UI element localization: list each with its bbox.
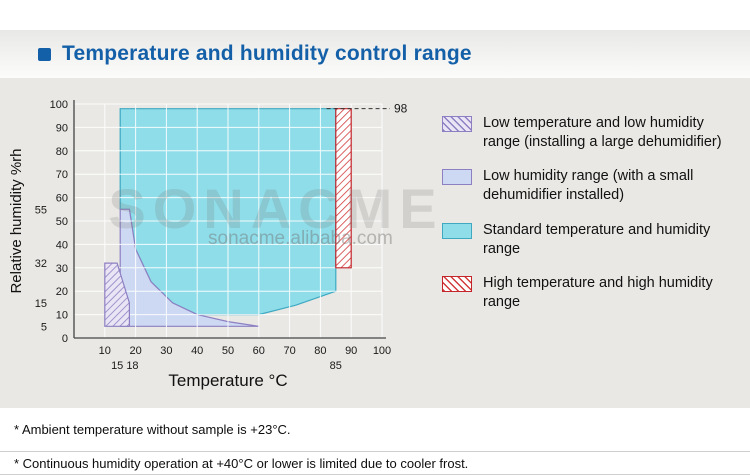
- svg-text:30: 30: [160, 345, 172, 357]
- legend-item-low-humidity: Low humidity range (with a small dehumid…: [442, 167, 736, 205]
- legend-swatch-hatch-red: [442, 275, 472, 292]
- legend-label: Low humidity range (with a small dehumid…: [483, 168, 694, 204]
- svg-text:55: 55: [35, 204, 47, 216]
- svg-text:40: 40: [191, 345, 203, 357]
- svg-text:90: 90: [56, 122, 68, 134]
- legend-swatch-hatch-purple: [442, 116, 472, 132]
- svg-text:70: 70: [56, 169, 68, 181]
- legend-swatch-cyan: [442, 222, 472, 239]
- svg-text:85: 85: [330, 360, 342, 372]
- title-bullet-icon: [38, 47, 51, 61]
- legend-item-low-temp-low-humidity: Low temperature and low humidity range (…: [442, 114, 736, 152]
- svg-text:20: 20: [56, 286, 68, 298]
- svg-text:10: 10: [56, 310, 68, 322]
- svg-text:50: 50: [222, 345, 234, 357]
- svg-text:0: 0: [62, 333, 68, 345]
- legend-swatch-lightblue: [442, 169, 472, 186]
- svg-text:98: 98: [394, 102, 408, 116]
- svg-text:10: 10: [99, 345, 111, 357]
- svg-text:60: 60: [56, 193, 68, 205]
- svg-text:90: 90: [345, 345, 357, 357]
- svg-text:80: 80: [314, 345, 326, 357]
- legend-label: High temperature and high humidity range: [483, 274, 713, 310]
- chart-area: 98 0 10 20 30 40 50 60 70 80 90 100 5 15 32 55 10 20 30 40 5…: [8, 84, 452, 396]
- footnote-continuous-humidity: * Continuous humidity operation at +40°C…: [0, 452, 750, 475]
- legend-label: Low temperature and low humidity range (…: [483, 115, 722, 151]
- svg-text:15: 15: [35, 298, 47, 310]
- svg-text:5: 5: [41, 321, 47, 333]
- svg-text:50: 50: [56, 216, 68, 228]
- chart-legend: Low temperature and low humidity range (…: [442, 114, 736, 312]
- page-title: Temperature and humidity control range: [62, 42, 472, 65]
- svg-text:100: 100: [373, 345, 391, 357]
- legend-item-standard-range: Standard temperature and humidity range: [442, 221, 736, 259]
- svg-text:Temperature °C: Temperature °C: [168, 371, 287, 390]
- svg-text:80: 80: [56, 146, 68, 158]
- svg-text:15: 15: [111, 360, 123, 372]
- footnotes: * Ambient temperature without sample is …: [0, 408, 750, 475]
- svg-text:18: 18: [126, 360, 138, 372]
- svg-text:Relative humidity %rh: Relative humidity %rh: [8, 148, 25, 293]
- svg-text:30: 30: [56, 263, 68, 275]
- svg-text:60: 60: [253, 345, 265, 357]
- chart-panel: 98 0 10 20 30 40 50 60 70 80 90 100 5 15 32 55 10 20 30 40 5…: [0, 78, 750, 408]
- svg-text:70: 70: [283, 345, 295, 357]
- svg-text:20: 20: [129, 345, 141, 357]
- page-header: Temperature and humidity control range: [0, 30, 750, 78]
- svg-text:40: 40: [56, 239, 68, 251]
- svg-text:32: 32: [35, 258, 47, 270]
- temperature-humidity-chart: 98 0 10 20 30 40 50 60 70 80 90 100 5 15 32 55 10 20 30 40 5…: [8, 99, 408, 390]
- legend-label: Standard temperature and humidity range: [483, 221, 711, 257]
- svg-text:100: 100: [50, 99, 68, 111]
- footnote-ambient-temperature: * Ambient temperature without sample is …: [0, 408, 750, 452]
- legend-item-high-temp-high-humidity: High temperature and high humidity range: [442, 274, 736, 312]
